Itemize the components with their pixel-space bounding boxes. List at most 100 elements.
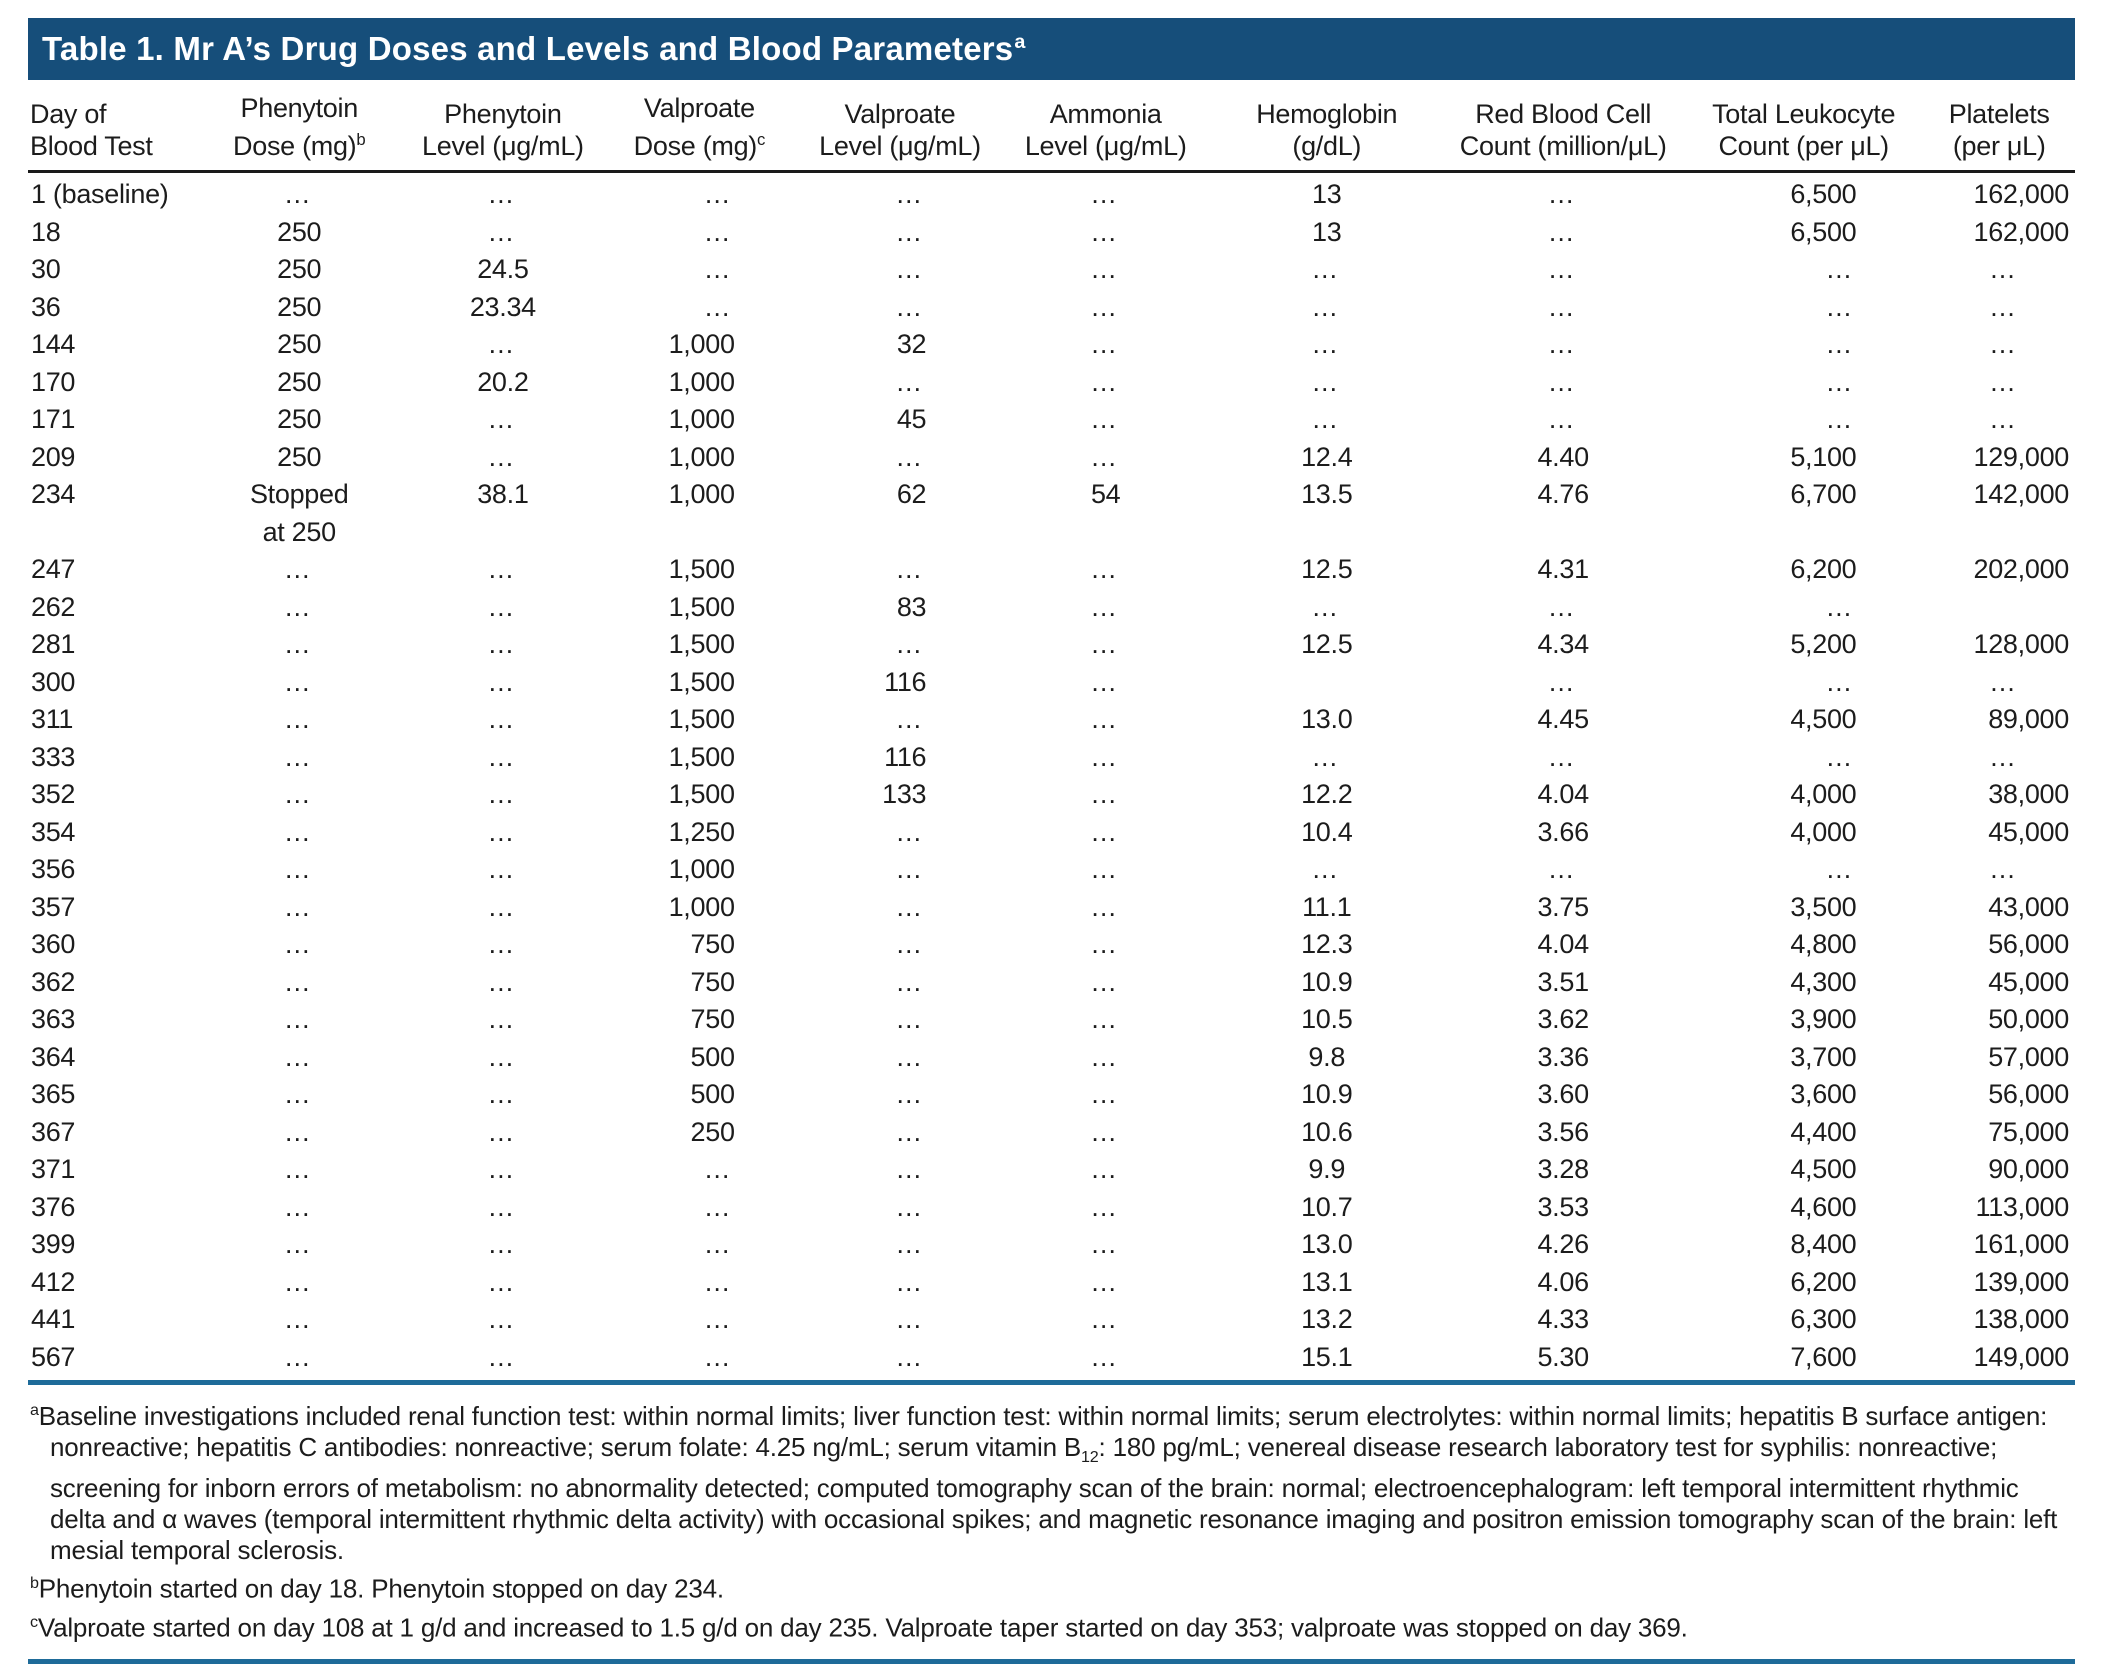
table-cell: 10.4 <box>1301 816 1353 847</box>
column-header: Phenytoin Level (μg/mL) <box>406 80 600 173</box>
table-cell: 162,000 <box>1973 179 2070 209</box>
table-cell: … <box>283 816 315 847</box>
table-cell: 281 <box>31 629 76 659</box>
table-cell: Stopped at 250 <box>249 479 349 547</box>
table-cell: 202,000 <box>1973 554 2070 584</box>
table-cell: … <box>1825 254 1857 284</box>
footnote-c: cValproate started on day 108 at 1 g/d a… <box>30 1607 2073 1644</box>
table-cell: 89,000 <box>1988 704 2069 734</box>
table-cell: … <box>1825 404 1857 434</box>
table-row: 352 … … 1,500 133 … 12.2 4.04 4,000 38,000 <box>28 776 2075 814</box>
table-cell: 4.04 <box>1537 779 1589 809</box>
table-title-bar: Table 1. Mr A’s Drug Doses and Levels an… <box>28 18 2075 80</box>
table-cell: 170 <box>31 366 76 397</box>
table-cell: … <box>1090 1116 1122 1147</box>
table-cell: 1,500 <box>668 666 735 697</box>
table-cell: … <box>487 891 519 922</box>
table-row: 247 … … 1,500 … … 12.5 4.31 6,200 202,000 <box>28 551 2075 589</box>
table-row: 300…… 1,500 116………… <box>28 664 2075 702</box>
table-cell: 4,000 <box>1790 816 1857 847</box>
table-cell: 371 <box>31 1154 76 1184</box>
table-cell: … <box>1090 1041 1122 1072</box>
table-cell: … <box>487 404 519 434</box>
table-cell: … <box>1090 816 1122 847</box>
table-cell: … <box>487 554 519 584</box>
table-cell: 9.8 <box>1308 1041 1346 1072</box>
table-cell: … <box>703 291 735 322</box>
footnotes: aBaseline investigations included renal … <box>28 1385 2075 1659</box>
table-cell: … <box>487 779 519 809</box>
table-cell: 8,400 <box>1790 1229 1857 1259</box>
table-cell: … <box>895 1191 927 1222</box>
table-cell: 32 <box>896 329 927 359</box>
table-cell: … <box>703 1304 735 1334</box>
table-cell: 3.28 <box>1537 1154 1589 1184</box>
table-cell: … <box>487 741 519 772</box>
table-cell: 333 <box>31 741 76 772</box>
table-cell: 1,000 <box>668 329 735 359</box>
table-row: 281 … … 1,500 … … 12.5 4.34 5,200 128,000 <box>28 626 2075 664</box>
table-cell: 365 <box>31 1079 76 1109</box>
table-cell: 250 <box>277 404 322 434</box>
table-cell: … <box>487 966 519 997</box>
table-cell: 4,400 <box>1790 1116 1857 1147</box>
table-cell: … <box>895 1266 927 1297</box>
table-cell: … <box>487 1079 519 1109</box>
table-cell: … <box>487 666 519 697</box>
table-cell: … <box>1311 404 1343 434</box>
table-row: 262…… 1,500 83………… <box>28 589 2075 627</box>
footnote-b: bPhenytoin started on day 18. Phenytoin … <box>30 1568 2073 1605</box>
table-cell: … <box>1090 966 1122 997</box>
table-cell: … <box>283 1079 315 1109</box>
table-cell: … <box>1547 291 1579 322</box>
table-cell: 128,000 <box>1973 629 2070 659</box>
table-cell: 3.60 <box>1537 1079 1589 1109</box>
table-cell: 4.33 <box>1537 1304 1589 1334</box>
table-cell: 250 <box>277 441 322 472</box>
table-cell: 6,200 <box>1790 1266 1857 1297</box>
table-cell: … <box>487 329 519 359</box>
footnote-c-text: Valproate started on day 108 at 1 g/d an… <box>37 1612 1688 1643</box>
table-cell: 13.0 <box>1301 704 1353 734</box>
table-cell: … <box>895 1229 927 1259</box>
table-cell: … <box>1825 666 1857 697</box>
table-cell: 4,500 <box>1790 1154 1857 1184</box>
table-row: 360 … … 750 … … 12.3 4.04 4,800 56,000 <box>28 926 2075 964</box>
table-cell: … <box>1825 741 1857 772</box>
table-cell: 311 <box>31 704 74 734</box>
table-row: 364 … … 500 … … 9.8 3.36 3,700 57,000 <box>28 1039 2075 1077</box>
table-cell: 3.62 <box>1537 1004 1589 1034</box>
table-cell: … <box>895 1304 927 1334</box>
footnote-c-marker: c <box>30 1612 38 1631</box>
table-cell: 3.53 <box>1537 1191 1589 1222</box>
table-cell: 10.7 <box>1301 1191 1353 1222</box>
footnote-b-marker: b <box>30 1573 39 1592</box>
table-cell: … <box>283 929 315 959</box>
table-cell: 12.3 <box>1301 929 1353 959</box>
table-cell: 357 <box>31 891 76 922</box>
table-cell: 13.5 <box>1301 479 1353 509</box>
table-cell: … <box>487 441 519 472</box>
table-cell: 12.5 <box>1301 629 1353 659</box>
table-cell: … <box>283 179 315 209</box>
table-cell: … <box>1090 854 1122 884</box>
table-row: 363 … … 750 … … 10.5 3.62 3,900 50,000 <box>28 1001 2075 1039</box>
table-cell: … <box>895 629 927 659</box>
table-cell: 1,000 <box>668 854 735 884</box>
table-cell: 4,300 <box>1790 966 1857 997</box>
table-cell: 54 <box>1090 479 1121 509</box>
table-cell: 3,700 <box>1790 1041 1857 1072</box>
column-header: Red Blood Cell Count (million/μL) <box>1442 80 1684 173</box>
table-cell: 36 <box>31 291 61 322</box>
table-cell: 750 <box>690 929 735 959</box>
table-cell: 56,000 <box>1988 929 2069 959</box>
table-cell: 750 <box>690 1004 735 1034</box>
table-cell: … <box>895 1041 927 1072</box>
table-cell: … <box>487 1041 519 1072</box>
table-cell: … <box>1090 554 1122 584</box>
table-cell: 4.06 <box>1537 1266 1589 1297</box>
table-cell: 13 <box>1312 216 1342 247</box>
table-cell: … <box>1311 329 1343 359</box>
column-header: Hemoglobin (g/dL) <box>1211 80 1443 173</box>
table-row: 1 (baseline) … … … … … 13 … 6,500 162,000 <box>28 172 2075 214</box>
